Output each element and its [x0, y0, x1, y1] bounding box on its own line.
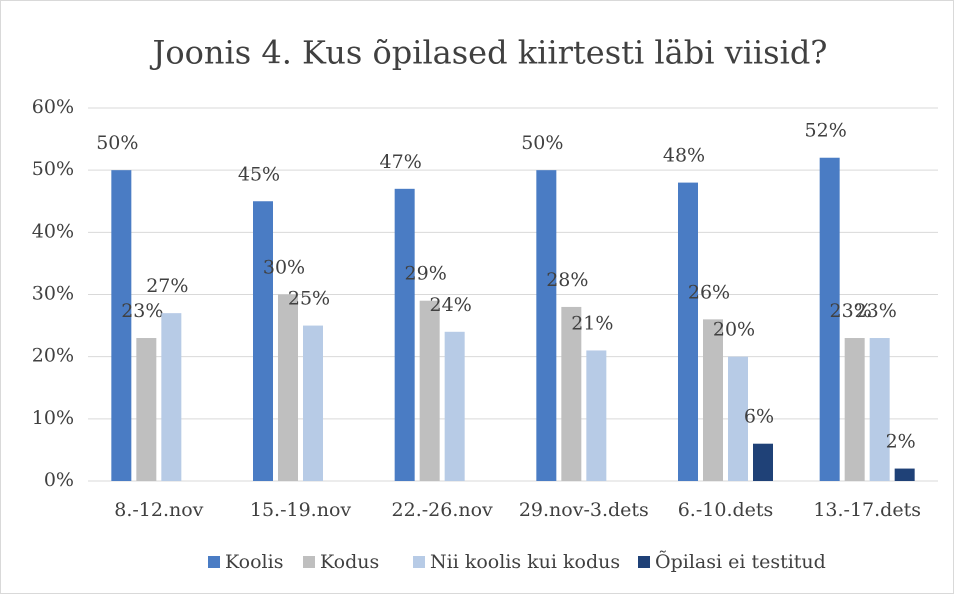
data-label: 28% [546, 269, 588, 291]
bar [536, 170, 557, 481]
data-label: 24% [430, 294, 472, 316]
bar [844, 338, 865, 481]
data-label: 50% [521, 132, 563, 154]
x-tick-label: 15.-19.nov [250, 499, 352, 521]
data-label: 52% [805, 120, 847, 142]
data-label: 26% [688, 281, 730, 303]
x-tick-label: 6.-10.dets [678, 499, 774, 521]
y-tick-label: 50% [32, 158, 74, 180]
data-label: 27% [146, 275, 188, 297]
legend-label: Nii koolis kui kodus [430, 551, 620, 573]
bar [419, 300, 440, 481]
data-label: 29% [405, 263, 447, 285]
data-label: 25% [288, 288, 330, 310]
bar [278, 294, 298, 481]
legend-label: Õpilasi ei testitud [655, 550, 826, 573]
data-label: 2% [886, 431, 916, 453]
bar [253, 201, 273, 481]
bar [869, 338, 890, 481]
y-tick-label: 10% [32, 407, 74, 429]
data-label: 6% [744, 406, 774, 428]
data-label: 50% [96, 132, 138, 154]
bar [703, 319, 723, 481]
x-tick-label: 13.-17.dets [813, 499, 921, 521]
bar [136, 338, 157, 481]
data-label: 47% [380, 151, 422, 173]
data-label: 20% [713, 319, 755, 341]
x-tick-label: 29.nov-3.dets [519, 499, 649, 521]
y-tick-label: 60% [32, 96, 74, 118]
bar [728, 356, 748, 481]
data-label: 23% [855, 300, 897, 322]
legend-label: Kodus [320, 551, 379, 573]
bar [111, 170, 132, 481]
bar [894, 468, 915, 481]
y-tick-label: 0% [44, 469, 74, 491]
bar [561, 306, 582, 481]
bar [586, 350, 607, 481]
legend-swatch [303, 556, 315, 568]
legend-swatch [638, 556, 650, 568]
data-label: 30% [263, 257, 305, 279]
legend-label: Koolis [225, 551, 283, 573]
bar [161, 313, 182, 481]
bar [819, 157, 840, 481]
bar [444, 331, 465, 481]
bar [678, 182, 698, 481]
legend-swatch [413, 556, 425, 568]
y-tick-label: 20% [32, 345, 74, 367]
y-tick-label: 30% [32, 283, 74, 305]
chart-title: Joonis 4. Kus õpilased kiirtesti läbi vi… [150, 34, 828, 72]
y-tick-label: 40% [32, 220, 74, 242]
bar [394, 188, 415, 482]
data-label: 45% [238, 163, 280, 185]
bar [303, 325, 323, 481]
data-label: 21% [571, 312, 613, 334]
data-label: 23% [121, 300, 163, 322]
x-tick-label: 8.-12.nov [114, 499, 203, 521]
legend-swatch [208, 556, 220, 568]
x-tick-label: 22.-26.nov [392, 499, 494, 521]
bar [753, 443, 773, 481]
data-label: 23% [830, 300, 872, 322]
data-label: 48% [663, 145, 705, 167]
